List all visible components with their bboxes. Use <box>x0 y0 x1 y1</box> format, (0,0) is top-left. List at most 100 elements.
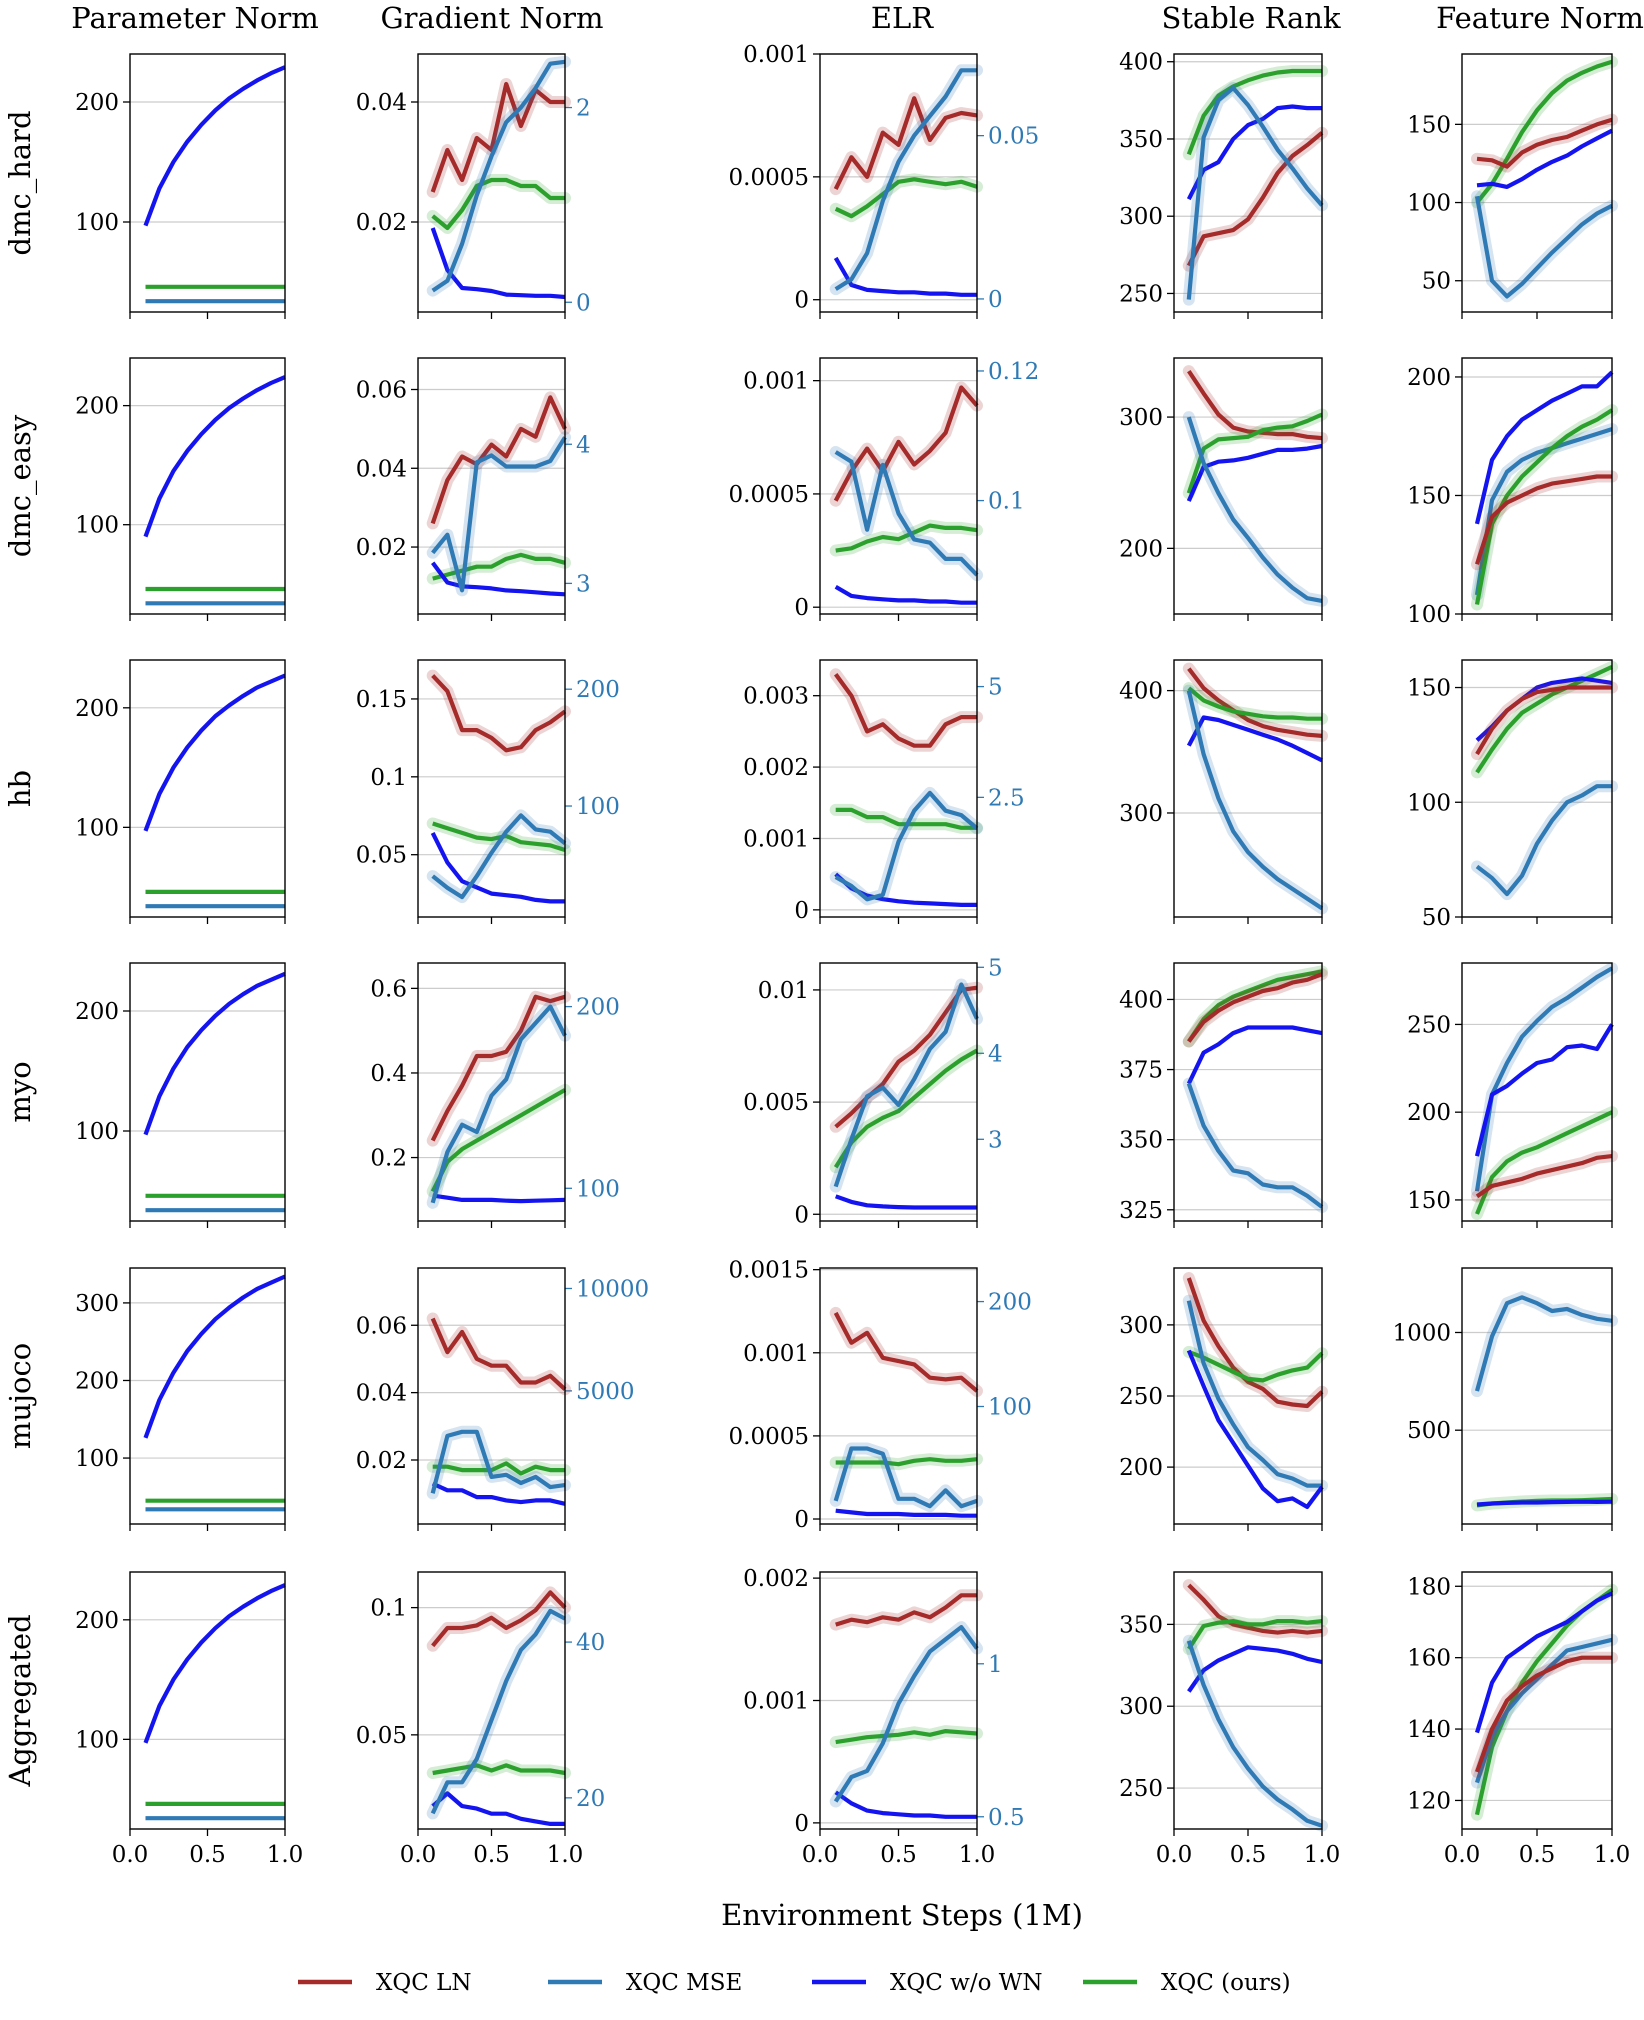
series-line-xqc_ln <box>1474 474 1612 565</box>
series-line-xqc_ln <box>431 674 567 753</box>
series-line-xqc_mse <box>1186 1082 1324 1209</box>
y-tick-label: 0.0015 <box>729 1258 809 1284</box>
y-tick-label: 0.0005 <box>729 482 809 508</box>
series-line-xqc_wo_wn <box>1476 128 1613 189</box>
y-tick-label: 250 <box>1407 1012 1451 1038</box>
series-line-xqc_mse <box>834 68 977 291</box>
y-tick-label: 300 <box>1119 1694 1163 1720</box>
series-band-xqc_mse <box>829 978 983 1193</box>
y-tick-label: 0.1 <box>370 765 407 791</box>
y-tick-label: 50 <box>1422 905 1451 931</box>
panel-hb-2: 0 0.001 0.002 0.003 2.5 5 <box>743 659 1025 924</box>
panel-mujoco-0: 100 200 300 <box>75 1267 286 1531</box>
y-tick-label: 0.05 <box>356 1723 407 1749</box>
x-tick-label: 0.5 <box>189 1842 226 1868</box>
axes-frame <box>1461 357 1613 615</box>
x-axis-label: Environment Steps (1M) <box>721 1898 1083 1932</box>
axes-frame <box>417 962 566 1222</box>
y-tick-label: 325 <box>1119 1198 1163 1224</box>
axes-frame <box>819 1267 978 1525</box>
series-line-xqc_ours <box>1475 664 1613 774</box>
y-tick-label: 300 <box>1119 405 1163 431</box>
y-tick-label: 100 <box>1407 602 1451 628</box>
series-line-xqc_wo_wn <box>834 584 977 605</box>
panel-hb-1: 0.05 0.1 0.15 100 200 <box>356 659 620 924</box>
y2-tick-label: 10000 <box>576 1276 649 1302</box>
series-line-xqc_ln <box>1186 1277 1324 1409</box>
y-tick-label: 0.001 <box>743 1689 809 1715</box>
column-title: Stable Rank <box>1161 1 1340 35</box>
series-line-xqc_ln <box>833 96 978 191</box>
panel-dmc_hard-0: 100 200 <box>75 53 286 319</box>
y-tick-label: 400 <box>1119 987 1163 1013</box>
series-line-xqc_ours <box>835 1457 978 1467</box>
series-line-xqc_ln <box>834 985 978 1129</box>
x-tick-label: 0.0 <box>112 1842 149 1868</box>
series-line-xqc_ours <box>1474 1588 1614 1816</box>
y-tick-label: 300 <box>1119 1313 1163 1339</box>
axes-frame <box>417 357 566 615</box>
y-tick-label: 200 <box>75 90 119 116</box>
series-line-xqc_wo_wn <box>1186 104 1322 201</box>
series-line-xqc_wo_wn <box>143 65 286 227</box>
panel-hb-4: 50 100 150 <box>1407 659 1618 931</box>
x-tick-label: 1.0 <box>959 1842 996 1868</box>
series-line-xqc_ln <box>1475 685 1612 756</box>
column-title: ELR <box>871 1 934 35</box>
panel-Aggragated-3: 250 300 350 0.0 0.5 1.0 <box>1119 1571 1340 1868</box>
panel-dmc_hard-2: 0 0.0005 0.001 0 0.05 <box>729 42 1039 319</box>
y-tick-label: 0.06 <box>356 1313 407 1339</box>
y-tick-label: 180 <box>1407 1574 1451 1600</box>
y-tick-label: 0.05 <box>356 843 407 869</box>
series-line-xqc_wo_wn <box>1186 1025 1323 1085</box>
panel-Aggragated-0: 100 200 0.0 0.5 1.0 <box>75 1571 304 1868</box>
series-line-xqc_ours <box>1186 68 1322 156</box>
series-line-xqc_ours <box>834 177 978 219</box>
axes-frame <box>819 1571 978 1830</box>
y-tick-label: 0.003 <box>743 684 809 710</box>
row-label: dmc_easy <box>3 414 38 557</box>
panel-hb-0: 100 200 <box>75 659 286 924</box>
y-tick-label: 200 <box>75 696 119 722</box>
y2-tick-label: 3 <box>988 1127 1003 1153</box>
y2-tick-label: 0.1 <box>988 489 1025 515</box>
y2-tick-label: 4 <box>576 432 591 458</box>
panel-Aggragated-2: 0 0.001 0.002 0.5 1 0.0 0.5 1.0 <box>743 1566 1024 1868</box>
y-tick-label: 0.4 <box>370 1061 407 1087</box>
column-titles: Parameter Norm Gradient Norm ELR Stable Ran… <box>71 1 1644 35</box>
y2-tick-label: 0.5 <box>988 1805 1025 1831</box>
y2-tick-label: 3 <box>576 571 591 597</box>
x-tick-label: 0.0 <box>1156 1842 1193 1868</box>
x-tick-label: 1.0 <box>267 1842 304 1868</box>
axes-frame <box>1173 357 1323 615</box>
panel-myo-4: 150 200 250 <box>1407 962 1618 1228</box>
series-line-xqc_wo_wn <box>1474 1023 1614 1157</box>
x-tick-label: 0.0 <box>802 1842 839 1868</box>
series-band-xqc_mse <box>1182 1077 1328 1213</box>
panel-myo-2: 0 0.005 0.01 3 4 5 <box>743 955 1003 1228</box>
panel-mujoco-3: 200 250 300 <box>1119 1267 1328 1531</box>
panels: 1002000.020.040200.00050.00100.052503003… <box>75 42 1630 1868</box>
y-tick-label: 0 <box>794 1507 809 1533</box>
y-tick-label: 0.02 <box>356 535 407 561</box>
series-line-xqc_ln <box>1187 1583 1323 1635</box>
y2-tick-label: 200 <box>576 995 620 1021</box>
axes-frame <box>1461 53 1613 313</box>
panel-Aggragated-1: 0.05 0.1 20 40 0.0 0.5 1.0 <box>356 1571 605 1868</box>
y-tick-label: 0.0005 <box>729 1424 809 1450</box>
y-tick-label: 100 <box>75 513 119 539</box>
series-line-xqc_mse <box>431 813 567 900</box>
y2-tick-label: 2 <box>576 96 591 122</box>
series-line-xqc_ln <box>833 385 979 502</box>
y-tick-label: 160 <box>1407 1646 1451 1672</box>
y-tick-label: 375 <box>1119 1058 1163 1084</box>
series-line-xqc_wo_wn <box>430 227 566 300</box>
y-tick-label: 350 <box>1119 1128 1163 1154</box>
series-line-xqc_wo_wn <box>431 1481 566 1506</box>
y2-tick-label: 5000 <box>576 1379 635 1405</box>
series-line-xqc_ln <box>430 81 565 193</box>
series-line-xqc_wo_wn <box>1186 443 1323 502</box>
series-line-xqc_ours <box>432 552 566 581</box>
y-tick-label: 0.1 <box>370 1596 407 1622</box>
y2-tick-label: 100 <box>576 1176 620 1202</box>
